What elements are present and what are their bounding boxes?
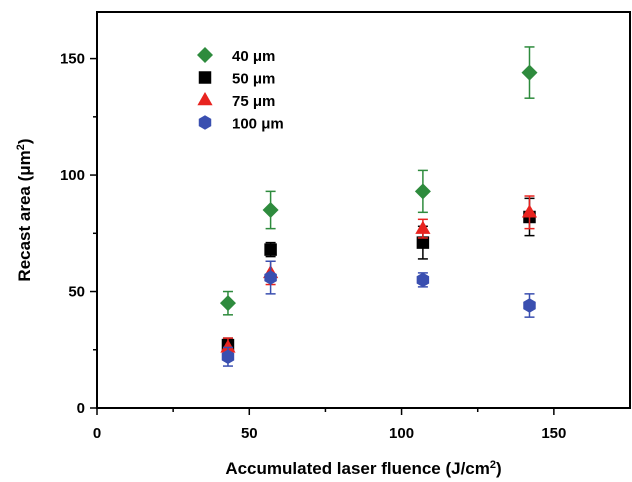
data-point — [415, 220, 431, 234]
data-points — [219, 46, 538, 367]
data-point — [221, 349, 235, 364]
y-tick-label: 100 — [60, 167, 85, 184]
y-axis-title-sup: 2 — [15, 144, 27, 150]
data-point — [264, 270, 277, 285]
y-axis-title-main: Recast area (μm — [15, 150, 34, 281]
legend-item: 50 μm — [198, 71, 275, 88]
data-point — [416, 272, 430, 288]
legend-item: 75 μm — [197, 92, 275, 110]
legend-item: 40 μm — [197, 47, 275, 65]
y-tick-label: 150 — [60, 51, 85, 68]
data-point — [264, 243, 277, 256]
legend-label: 75 μm — [232, 93, 275, 110]
legend-marker — [198, 115, 212, 130]
axis-ticks: 0 50 100 150 0 50 100 150 — [60, 51, 566, 442]
legend-label: 50 μm — [232, 71, 275, 88]
x-axis-title: Accumulated laser fluence (J/cm2) — [225, 459, 501, 478]
data-point — [523, 298, 536, 313]
data-point — [262, 202, 279, 218]
series-hexagon — [221, 260, 536, 367]
data-point — [521, 64, 538, 81]
y-axis-title: Recast area (μm2) — [15, 138, 34, 281]
plot-frame — [96, 11, 631, 409]
legend: 40 μm 50 μm 75 μm 100 μm — [197, 47, 284, 133]
legend-item: 100 μm — [198, 115, 284, 133]
x-tick-label: 0 — [93, 425, 101, 442]
y-axis-title-end: ) — [15, 138, 34, 144]
x-axis-title-main: Accumulated laser fluence (J/cm — [225, 459, 490, 478]
x-axis-title-sup: 2 — [490, 459, 496, 471]
x-axis-title-end: ) — [496, 459, 502, 478]
legend-label: 40 μm — [232, 48, 275, 65]
data-point — [416, 236, 430, 249]
data-point — [220, 339, 236, 353]
x-tick-label: 150 — [541, 425, 566, 442]
legend-marker — [198, 71, 212, 84]
plot-border — [96, 11, 631, 409]
data-point — [521, 204, 538, 218]
x-tick-label: 100 — [389, 425, 414, 442]
data-point — [219, 295, 236, 312]
legend-marker — [197, 92, 213, 106]
y-tick-label: 0 — [77, 400, 85, 417]
series-diamond — [219, 46, 538, 316]
data-point — [414, 183, 431, 200]
legend-marker — [197, 47, 213, 63]
x-tick-label: 50 — [241, 425, 258, 442]
legend-label: 100 μm — [232, 116, 284, 133]
y-tick-label: 50 — [68, 284, 85, 301]
